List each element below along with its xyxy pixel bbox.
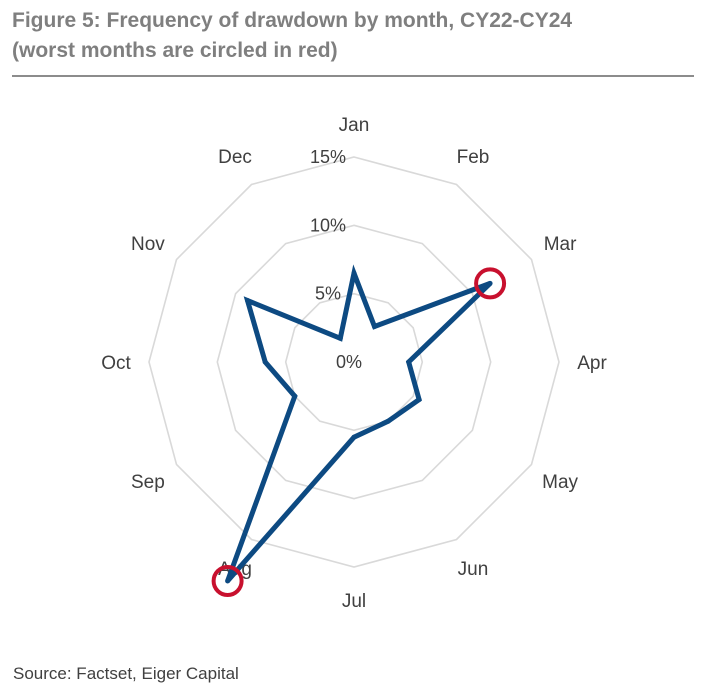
highlight-circle	[211, 565, 244, 597]
category-label: Jan	[339, 115, 370, 136]
data-point	[385, 418, 391, 424]
data-point	[292, 393, 298, 399]
category-label: Feb	[457, 147, 490, 168]
data-point	[351, 270, 357, 276]
data-point	[351, 434, 357, 440]
data-point	[337, 335, 343, 341]
radial-tick-label: 0%	[336, 352, 362, 372]
category-label: Oct	[101, 353, 131, 374]
grid-ring	[148, 156, 560, 568]
category-label: Jun	[458, 559, 489, 580]
grid-ring	[216, 224, 492, 500]
data-point	[372, 324, 377, 329]
highlight-circle	[474, 267, 507, 300]
chart-title-line-2: (worst months are circled in red)	[12, 39, 338, 62]
category-label: Apr	[577, 353, 607, 374]
data-point	[406, 359, 412, 365]
chart-title: Figure 5: Frequency of drawdown by month…	[12, 6, 702, 66]
category-label: Dec	[218, 147, 252, 168]
radial-tick-label: 15%	[310, 147, 346, 167]
series-line	[225, 264, 492, 583]
data-point	[416, 397, 422, 403]
data-point	[262, 359, 268, 365]
category-label: Mar	[544, 234, 577, 255]
radial-tick-label: 5%	[315, 284, 341, 304]
category-label: Jul	[342, 591, 366, 612]
source-note: Source: Factset, Eiger Capital	[13, 664, 239, 683]
grid-ring	[284, 292, 424, 432]
title-divider	[12, 75, 694, 77]
category-label: Nov	[131, 234, 165, 255]
data-point	[487, 280, 493, 286]
data-point	[225, 578, 231, 584]
data-point	[245, 298, 250, 303]
chart-title-line-1: Figure 5: Frequency of drawdown by month…	[12, 9, 573, 32]
radial-tick-label: 10%	[310, 215, 346, 235]
category-label: Sep	[131, 472, 165, 493]
category-label: May	[542, 472, 578, 493]
